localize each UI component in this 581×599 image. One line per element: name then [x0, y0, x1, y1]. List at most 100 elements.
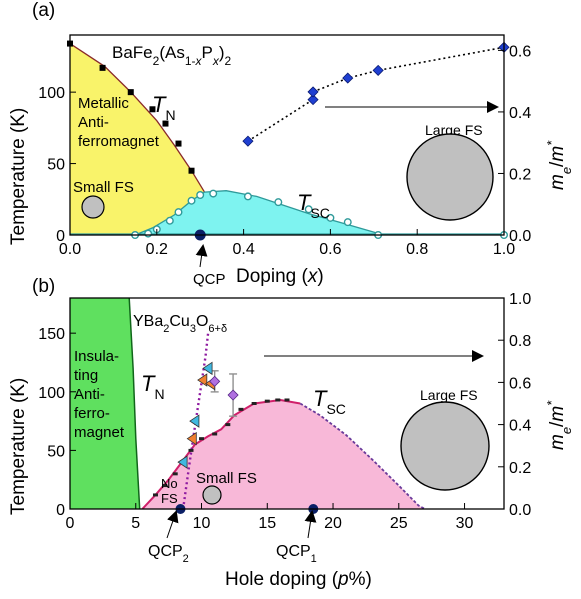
panel-b-plot-frame — [69, 297, 505, 510]
sc-dome-region — [135, 190, 383, 235]
tsc-point — [188, 448, 194, 452]
tsc-point — [199, 437, 205, 441]
panel-a-x-axis-label: Doping (x) — [236, 266, 324, 287]
panel-b-y2-tick-label: 0.0 — [509, 502, 531, 519]
triangle-point — [186, 431, 197, 446]
panel-a-afm-label-line3: ferromagnet — [78, 133, 160, 150]
panel-b-y-tick-label: 0 — [56, 502, 65, 519]
panel-b-x-tick-label: 15 — [258, 515, 276, 532]
tsc-point — [251, 402, 257, 405]
tsc-point — [304, 205, 313, 214]
panel-b-tn-label: TN — [141, 371, 165, 402]
panel-a-tsc-label: TSC — [297, 190, 330, 221]
panel-b-x-axis-label: Hole doping (p%) — [225, 569, 372, 590]
panel-a-y-tick-label: 0 — [56, 228, 65, 245]
panel-a-small-fs-label: Small FS — [73, 179, 134, 196]
panel-b-afm-label-line2: ting — [74, 367, 98, 384]
panel-b-y2-tick-label: 0.4 — [509, 418, 531, 435]
panel-b-y2-axis-label: me/m* — [544, 400, 574, 450]
afm-boundary-line — [128, 297, 141, 510]
mass-ratio-point — [242, 135, 254, 147]
panel-b-y-axis-label: Temperature (K) — [8, 378, 29, 515]
panel-b-no-fs-label-line2: FS — [161, 491, 178, 506]
tsc-point — [187, 196, 196, 205]
panel-a-x-tick-label: 0.2 — [146, 241, 168, 258]
panel-a-small-fs-circle — [81, 195, 105, 219]
tsc-point — [284, 398, 290, 402]
tsc-point — [172, 472, 178, 476]
tsc-point — [165, 216, 174, 225]
panel-a-tn-label: TN — [152, 92, 176, 123]
panel-a-afm-label-line1: Metallic — [78, 95, 129, 112]
panel-b-y2-tick-label: 0.8 — [509, 333, 531, 350]
panel-a-x-tick-label: 1.0 — [493, 241, 515, 258]
tsc-point — [274, 198, 283, 207]
panel-a-y2-tick-label: 0.2 — [509, 166, 531, 183]
panel-a-y2-tick-label: 0.6 — [509, 43, 531, 60]
panel-a-ticks: 0.0 0.2 0.4 0.6 0.8 1.0 0 50 100 0.0 0.2 0.4 0.6 — [38, 43, 531, 258]
triangle-point — [202, 361, 213, 376]
panel-a-y-axis-label: Temperature (K) — [8, 108, 29, 245]
panel-a-plot-frame — [69, 34, 505, 236]
tsc-point — [209, 189, 218, 198]
tsc-dashed-line — [299, 402, 426, 510]
panel-a-qcp-label: QCP — [193, 271, 226, 288]
panel-b-x-tick-label: 25 — [390, 515, 408, 532]
tsc-point — [174, 208, 183, 217]
panel-b-compound: YBa2Cu3O6+δ — [133, 313, 227, 335]
panel-b-x-tick-label: 10 — [193, 515, 211, 532]
panel-b-x-tick-label: 30 — [456, 515, 474, 532]
panel-b-small-fs-label: Small FS — [196, 470, 257, 487]
panel-b-ticks: 0 5 10 15 20 25 30 0 50 100 150 0.0 0.2 0.4 0.6 0.8 1.0 — [38, 291, 531, 532]
mass-ratio-point — [307, 94, 319, 106]
tn-point — [162, 120, 169, 127]
panel-b-x-tick-label: 0 — [66, 515, 75, 532]
triangle-point — [189, 414, 200, 428]
tsc-point — [326, 213, 335, 222]
panel-b-y-tick-label: 50 — [47, 443, 65, 460]
panel-b-large-fs-label: Large FS — [420, 387, 478, 403]
tn-point — [149, 106, 156, 113]
panel-b-y2-tick-label: 0.6 — [509, 375, 531, 392]
panel-b-y-tick-label: 150 — [38, 326, 65, 343]
panel-a-phase-regions — [70, 43, 383, 235]
panel-b-afm-label-line4: ferro- — [74, 405, 110, 422]
panel-b-data-points — [152, 361, 319, 514]
panel-b-qcp2-label: QCP2 — [148, 543, 189, 565]
panel-a-compound: BaFe2(As1-xPx)2 — [112, 43, 232, 68]
panel-a-x-tick-label: 0.4 — [232, 241, 254, 258]
panel-a-y2-tick-label: 0.4 — [509, 105, 531, 122]
tsc-point — [196, 190, 205, 199]
tsc-point — [212, 432, 218, 436]
tsc-point — [243, 192, 252, 201]
panel-a-y2-axis-label: me/m* — [544, 140, 574, 190]
tsc-point — [225, 423, 231, 427]
mass-ratio-point — [342, 72, 354, 84]
mass-ratio-point — [209, 375, 221, 387]
tsc-point — [275, 398, 281, 402]
afm-region — [70, 298, 140, 509]
tsc-point — [144, 229, 153, 238]
panel-b-afm-label-line3: Anti- — [74, 386, 105, 403]
panel-b: 0 5 10 15 20 25 300501001500.00.20.40.60.81.0 … — [8, 276, 574, 590]
panel-b-x-tick-label: 20 — [324, 515, 342, 532]
tn-point — [99, 64, 106, 71]
panel-a-large-fs-circle — [406, 133, 494, 221]
panel-b-no-fs-label-line1: No — [161, 476, 178, 491]
panel-a-x-tick-label: 0.6 — [319, 241, 341, 258]
panel-b-y-tick-label: 100 — [38, 385, 65, 402]
panel-b-afm-label-line5: magnet — [74, 424, 125, 441]
tsc-point — [152, 493, 158, 497]
panel-b-qcp1-label: QCP1 — [276, 543, 317, 565]
panel-a-qcp-arrow — [195, 244, 208, 268]
panel-b-qcp2-arrow — [166, 510, 179, 539]
tsc-point — [162, 484, 168, 488]
tn-point — [127, 89, 134, 96]
tn-point — [188, 167, 195, 174]
sc-dome-region — [142, 400, 426, 509]
panel-b-x-tick-label: 5 — [131, 515, 140, 532]
panel-b-label: (b) — [32, 276, 55, 297]
panel-b-afm-label-line1: Insula- — [74, 348, 119, 365]
